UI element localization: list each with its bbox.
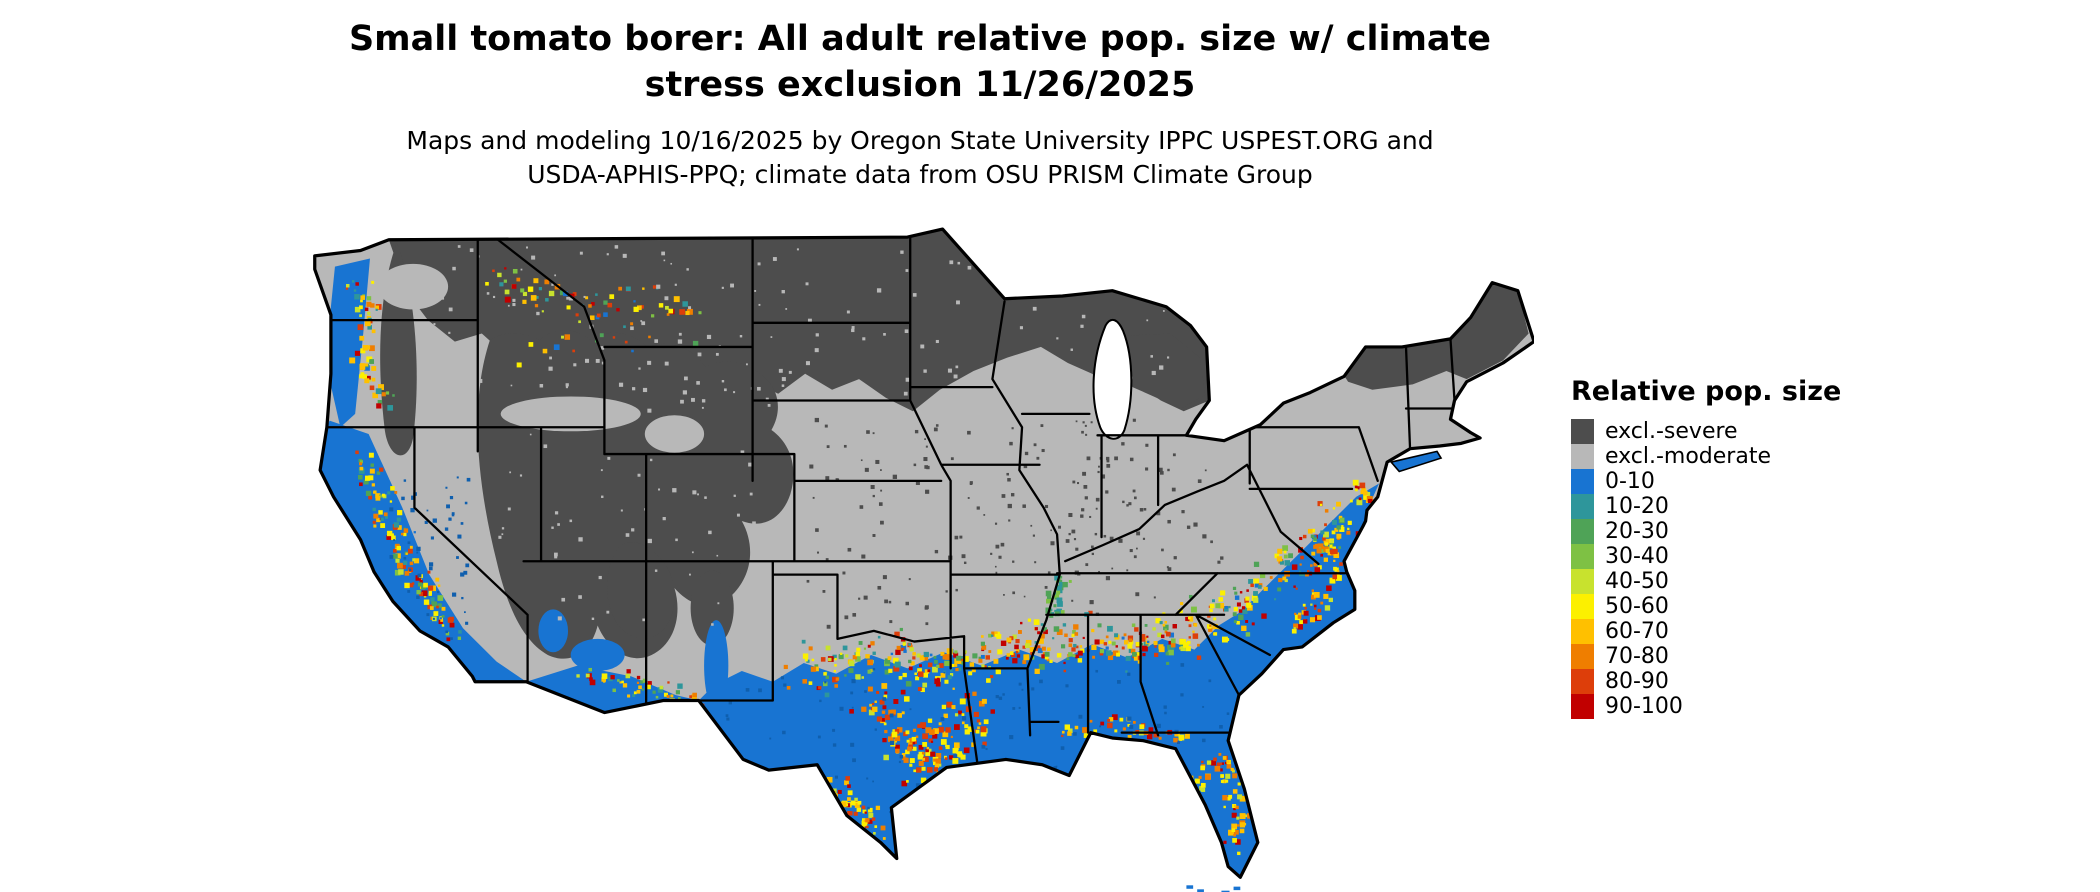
legend-item-label: excl.-moderate bbox=[1605, 444, 1771, 469]
legend-swatch bbox=[1571, 469, 1594, 494]
excl-severe-michigan-region bbox=[1113, 333, 1206, 409]
appalachian-patch bbox=[1170, 470, 1289, 637]
legend-swatch bbox=[1571, 444, 1594, 469]
long-island bbox=[1389, 450, 1443, 473]
legend-swatch bbox=[1571, 494, 1594, 519]
legend-item-label: 30-40 bbox=[1605, 544, 1669, 569]
excl-severe-mogollon-region bbox=[607, 542, 675, 639]
state-borders bbox=[317, 231, 1456, 766]
legend-item: 30-40 bbox=[1571, 544, 1841, 569]
snake-plain-patch bbox=[500, 396, 641, 432]
excl-severe-newengland-region bbox=[1338, 282, 1529, 390]
map-subtitle: Maps and modeling 10/16/2025 by Oregon S… bbox=[270, 124, 1570, 192]
hotspot-speckles bbox=[345, 245, 1376, 856]
florida-keys bbox=[1186, 885, 1241, 892]
legend-item-label: 10-20 bbox=[1605, 494, 1669, 519]
legend-item-label: 0-10 bbox=[1605, 469, 1655, 494]
legend-swatch bbox=[1571, 569, 1594, 594]
legend-item-label: 70-80 bbox=[1605, 644, 1669, 669]
columbia-basin-patch bbox=[378, 263, 449, 310]
popsize-pnw-region bbox=[328, 258, 370, 428]
legend-swatch bbox=[1571, 619, 1594, 644]
legend-item: 0-10 bbox=[1571, 469, 1841, 494]
legend-title: Relative pop. size bbox=[1571, 376, 1842, 407]
popsize-snv-patch bbox=[538, 609, 569, 653]
excl-severe-nm-highlands bbox=[690, 570, 734, 646]
legend-swatch bbox=[1571, 419, 1594, 444]
map-title-line1: Small tomato borer: All adult relative p… bbox=[348, 19, 1492, 59]
legend-item: excl.-severe bbox=[1571, 419, 1841, 444]
legend-item: 70-80 bbox=[1571, 644, 1841, 669]
legend-item: 20-30 bbox=[1571, 519, 1841, 544]
legend-swatch bbox=[1571, 519, 1594, 544]
legend: Relative pop. size excl.-severe excl.-mod… bbox=[1571, 376, 1841, 719]
legend-item: 60-70 bbox=[1571, 619, 1841, 644]
wyoming-basin-patch bbox=[644, 415, 705, 453]
legend-item-label: 20-30 bbox=[1605, 519, 1669, 544]
legend-swatch bbox=[1571, 544, 1594, 569]
map-title-line2: stress exclusion 11/26/2025 bbox=[644, 65, 1196, 105]
us-outline bbox=[313, 227, 1534, 879]
map-subtitle-line1: Maps and modeling 10/16/2025 by Oregon S… bbox=[406, 126, 1434, 155]
legend-swatch bbox=[1571, 669, 1594, 694]
legend-item-label: 90-100 bbox=[1605, 694, 1683, 719]
legend-item: excl.-moderate bbox=[1571, 444, 1841, 469]
map-subtitle-line2: USDA-APHIS-PPQ; climate data from OSU PR… bbox=[527, 160, 1313, 189]
legend-items: excl.-severe excl.-moderate 0-10 10-20 20-30… bbox=[1571, 419, 1841, 719]
us-choropleth-map bbox=[313, 227, 1534, 892]
legend-item: 10-20 bbox=[1571, 494, 1841, 519]
legend-item: 40-50 bbox=[1571, 569, 1841, 594]
legend-item: 80-90 bbox=[1571, 669, 1841, 694]
lake-michigan bbox=[1092, 318, 1133, 440]
legend-item-label: 80-90 bbox=[1605, 669, 1669, 694]
legend-item-label: excl.-severe bbox=[1605, 419, 1738, 444]
legend-swatch bbox=[1571, 694, 1594, 719]
ozark-patch bbox=[938, 579, 1025, 629]
popsize-phoenix-patch bbox=[570, 638, 625, 672]
legend-item: 90-100 bbox=[1571, 694, 1841, 719]
chart-header: Small tomato borer: All adult relative p… bbox=[270, 16, 1570, 192]
legend-item-label: 50-60 bbox=[1605, 594, 1669, 619]
popsize-california-region bbox=[320, 420, 527, 682]
legend-swatch bbox=[1571, 644, 1594, 669]
legend-item-label: 60-70 bbox=[1605, 619, 1669, 644]
popsize-riogrande-patch bbox=[704, 620, 729, 712]
legend-item-label: 40-50 bbox=[1605, 569, 1669, 594]
map-title: Small tomato borer: All adult relative p… bbox=[270, 16, 1570, 108]
legend-item: 50-60 bbox=[1571, 594, 1841, 619]
legend-swatch bbox=[1571, 594, 1594, 619]
